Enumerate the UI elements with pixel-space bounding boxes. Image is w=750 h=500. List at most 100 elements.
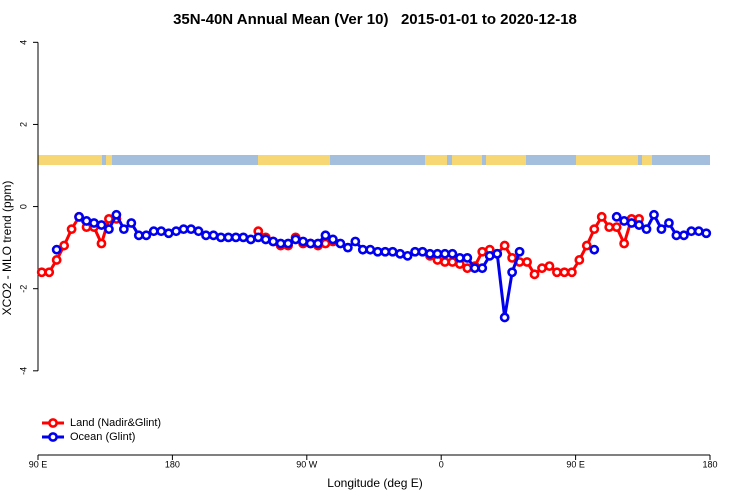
data-point — [693, 226, 704, 237]
legend-label: Ocean (Glint) — [70, 431, 135, 443]
x-tick-label: 0 — [439, 459, 444, 469]
data-point — [589, 224, 600, 235]
x-tick-label: 180 — [165, 459, 180, 469]
data-point — [499, 240, 510, 251]
data-point — [634, 220, 644, 230]
y-axis-label: XCO2 - MLO trend (ppm) — [0, 181, 14, 316]
data-point — [559, 267, 570, 278]
data-point — [380, 246, 391, 257]
y-tick-label: 2 — [18, 122, 28, 127]
data-point — [313, 238, 323, 249]
data-point — [81, 216, 92, 226]
y-tick-label: -4 — [18, 367, 28, 375]
data-point — [469, 263, 480, 274]
data-point — [686, 226, 697, 237]
data-point — [619, 238, 630, 249]
data-point — [552, 267, 562, 278]
data-point — [193, 226, 204, 237]
data-point — [357, 244, 368, 255]
data-point — [447, 257, 458, 267]
data-point — [230, 232, 241, 243]
data-point — [410, 246, 420, 257]
land-sea-strip — [38, 155, 710, 165]
data-point — [566, 267, 577, 278]
data-point — [74, 211, 84, 222]
data-point — [178, 224, 189, 235]
data-point — [701, 228, 712, 239]
data-point — [96, 220, 107, 230]
data-point — [425, 248, 435, 259]
x-tick-label: 180 — [702, 459, 717, 469]
x-tick-label: 90 E — [566, 459, 585, 469]
data-point — [477, 263, 488, 274]
data-point — [417, 246, 428, 257]
data-point — [89, 218, 99, 228]
data-point — [260, 234, 271, 245]
legend-marker — [48, 418, 58, 428]
legend-label: Land (Nadir&Glint) — [70, 417, 161, 429]
data-point — [104, 224, 114, 235]
data-point — [163, 228, 174, 239]
data-point — [477, 246, 488, 257]
data-point — [678, 230, 689, 241]
data-point — [156, 226, 167, 237]
x-axis-label: Longitude (deg E) — [327, 476, 422, 490]
data-point — [529, 269, 540, 280]
data-point — [66, 224, 77, 235]
data-point — [253, 232, 264, 243]
x-tick-label: 90 E — [29, 459, 48, 469]
data-point — [402, 250, 413, 261]
y-tick-label: -2 — [18, 285, 28, 293]
data-point — [126, 218, 137, 228]
data-point — [365, 244, 376, 255]
data-point — [216, 232, 226, 243]
data-point — [641, 224, 652, 235]
data-point — [335, 238, 346, 249]
data-point — [432, 248, 443, 259]
data-point — [611, 222, 622, 233]
legend-marker — [48, 432, 58, 442]
data-point — [656, 224, 667, 235]
data-point — [238, 232, 249, 243]
data-point — [447, 248, 458, 259]
data-point — [133, 230, 144, 241]
data-point — [626, 218, 637, 228]
data-point — [118, 224, 129, 235]
y-tick-label: 0 — [18, 204, 28, 209]
data-point — [201, 230, 211, 241]
data-point — [619, 216, 630, 226]
data-point — [51, 255, 62, 265]
data-point — [245, 234, 256, 245]
data-point — [574, 255, 585, 265]
data-point — [514, 246, 525, 257]
data-point — [581, 240, 592, 251]
data-point — [499, 312, 510, 323]
data-point — [589, 244, 600, 255]
data-point — [298, 236, 308, 247]
data-point — [59, 240, 70, 251]
data-point — [171, 226, 182, 237]
data-point — [604, 222, 615, 233]
data-point — [36, 267, 47, 278]
data-point — [484, 250, 495, 261]
data-point — [223, 232, 234, 243]
chart-title: 35N-40N Annual Mean (Ver 10) 2015-01-01 … — [173, 11, 577, 28]
data-point — [372, 246, 383, 257]
data-point — [148, 226, 159, 237]
x-tick-label: 90 W — [296, 459, 318, 469]
data-point — [44, 267, 55, 278]
data-point — [671, 230, 682, 241]
data-point — [611, 211, 622, 222]
data-point — [342, 242, 353, 253]
data-point — [537, 263, 547, 274]
data-point — [664, 218, 674, 228]
data-point — [320, 230, 331, 241]
data-point — [462, 263, 473, 274]
data-point — [268, 236, 279, 247]
data-point — [350, 236, 361, 247]
data-point — [454, 252, 465, 263]
data-point — [492, 248, 503, 259]
data-point — [186, 224, 196, 235]
data-point — [507, 267, 518, 278]
